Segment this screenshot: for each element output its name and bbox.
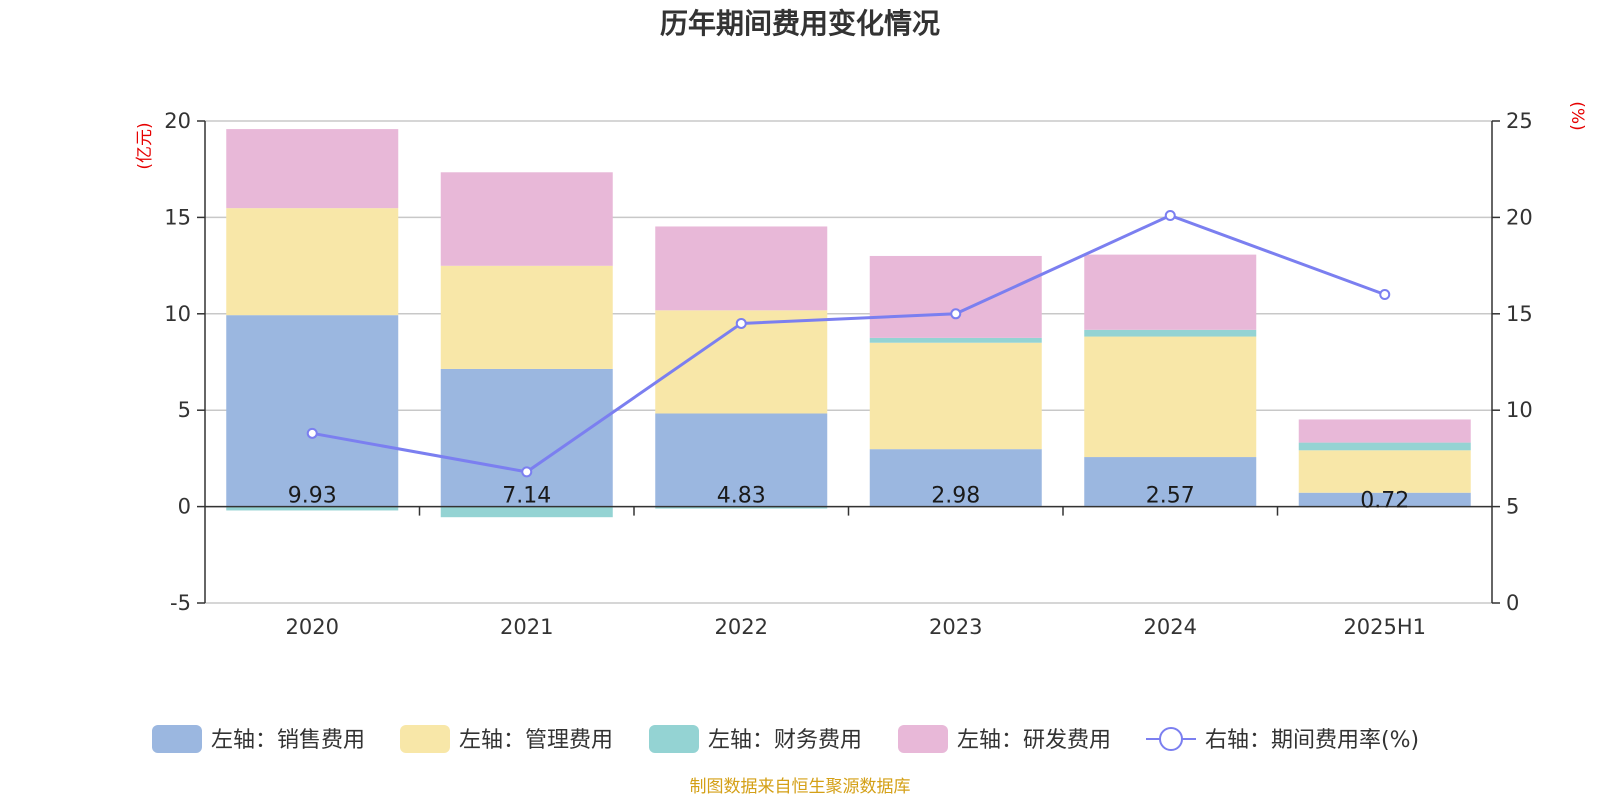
bar-segment [869,255,1042,338]
data-label: 2.98 [931,484,980,509]
bar-segment [1298,442,1471,451]
axes: -5 0 5 10 15 20 0 5 10 15 20 25 2020 2021 2022 2023 2024… [164,109,1532,639]
x-tick-label: 2024 [1144,615,1197,639]
bar-segment [655,226,828,311]
data-label: 9.93 [288,484,337,509]
x-tick-label: 2021 [500,615,553,639]
right-tick-label: 15 [1506,302,1533,326]
legend-swatch [152,725,202,753]
legend-label: 左轴：销售费用 [211,728,365,753]
data-labels: 9.93 7.14 4.83 2.98 2.57 0.72 [288,484,1409,514]
right-tick-label: 0 [1506,591,1519,615]
source-note: 制图数据来自恒生聚源数据库 [690,777,911,797]
bar-segment [655,506,828,509]
data-label: 7.14 [502,484,551,509]
bar-segment [440,172,613,266]
rate-point [1379,289,1391,301]
left-tick-label: 20 [164,109,191,133]
rate-point [521,466,533,478]
bar-segment [226,208,399,316]
bar-segment [226,315,399,507]
legend-swatch [898,725,948,753]
left-tick-label: 10 [164,302,191,326]
chart-title: 历年期间费用变化情况 [660,7,940,40]
bar-segment [440,506,613,518]
rate-point [306,427,318,439]
bar-segment [440,368,613,507]
left-tick-label: 5 [178,398,191,422]
bar-segment [869,342,1042,450]
rate-point [950,308,962,320]
right-tick-label: 10 [1506,398,1533,422]
bar-segment [1084,329,1257,337]
x-tick-label: 2020 [286,615,339,639]
legend-swatch [649,725,699,753]
right-tick-label: 25 [1506,109,1533,133]
left-tick-label: 0 [178,495,191,519]
right-tick-label: 20 [1506,205,1533,229]
bar-segment [1298,450,1471,493]
legend-label: 左轴：管理费用 [459,728,613,753]
bar-segment [869,449,1042,507]
bar-segment [1084,457,1257,507]
rate-point [1164,209,1176,221]
data-label: 0.72 [1360,489,1409,514]
bar-segment [1084,254,1257,330]
left-tick-label: 15 [164,205,191,229]
bar-segment [1298,492,1471,507]
legend-swatch [400,725,450,753]
legend-label: 左轴：财务费用 [708,728,862,753]
bar-segment [1298,419,1471,443]
bar-segment [1084,336,1257,458]
bar-segment [226,506,399,511]
legend-label: 左轴：研发费用 [957,728,1111,753]
rate-point [735,317,747,329]
rate-line-path [311,213,1386,474]
left-axis-unit: (亿元) [135,122,155,169]
right-axis-unit: (%) [1567,101,1587,130]
data-label: 2.57 [1146,484,1195,509]
legend-swatch-marker [1159,727,1183,751]
bars [226,129,1471,518]
x-tick-label: 2023 [929,615,982,639]
data-label: 4.83 [717,484,766,509]
x-tick-label: 2022 [715,615,768,639]
legend-label: 右轴：期间费用率(%) [1205,728,1419,753]
legend: 左轴：销售费用 左轴：管理费用 左轴：财务费用 左轴：研发费用 右轴：期间费用率(%) [152,725,1419,753]
bar-segment [869,337,1042,343]
rate-line [306,209,1391,478]
right-tick-label: 5 [1506,495,1519,519]
bar-segment [226,129,399,209]
bar-segment [655,413,828,507]
bar-segment [440,265,613,369]
left-tick-label: -5 [170,591,191,615]
x-tick-label: 2025H1 [1343,615,1426,639]
